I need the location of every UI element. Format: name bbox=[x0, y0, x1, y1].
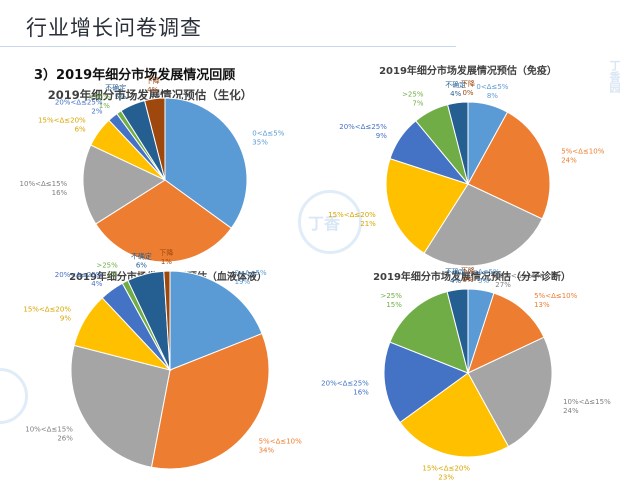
pie-slice-5-10 bbox=[467, 111, 551, 220]
slice-label-0-5: 0<Δ≤5% 35% bbox=[252, 130, 284, 147]
pie-slice-10-15 bbox=[70, 344, 171, 468]
pie-slice-5-10 bbox=[150, 332, 270, 470]
slice-label-15-20: 15%<Δ≤20% 21% bbox=[328, 211, 376, 228]
slice-label-gt25: >25% 1% bbox=[88, 93, 110, 110]
pie-slice-5-10 bbox=[95, 179, 233, 263]
pie-slice-10-15 bbox=[467, 336, 553, 448]
pie-slice-decline bbox=[144, 97, 166, 181]
pie-chart-2: 2019年细分市场发展情况预估（免疫） 0<Δ≤5% 8% 5%<Δ≤10% 24% 10… bbox=[328, 64, 605, 289]
watermark-ring bbox=[298, 190, 362, 254]
pie-slice-15-20 bbox=[385, 158, 469, 254]
slice-label-decline: 下降 0% bbox=[461, 266, 475, 284]
pie-slice-gt25 bbox=[389, 291, 469, 374]
slice-label-gt25: >25% 15% bbox=[380, 292, 402, 309]
pie-slice-0-5 bbox=[169, 270, 263, 371]
pie-slice-10-15 bbox=[82, 144, 167, 225]
chart-title: 2019年细分市场发展情况预估（生化） bbox=[48, 88, 253, 102]
slice-label-uncertain: 不确定 4% bbox=[445, 80, 466, 98]
pie-slice-20-25 bbox=[383, 341, 470, 424]
slice-label-5-10: 5%<Δ≤10% 24% bbox=[561, 148, 605, 165]
slice-label-15-20: 15%<Δ≤20% 9% bbox=[23, 306, 71, 323]
slice-label-20-25: 20%<Δ≤25% 16% bbox=[321, 380, 369, 397]
watermark-logo: 丁香 bbox=[308, 214, 341, 233]
pie-slice-10-15 bbox=[423, 183, 543, 267]
slice-label-0-5: 0<Δ≤5% 8% bbox=[476, 83, 508, 100]
pie-slice-uncertain bbox=[447, 101, 469, 185]
pie-slice-uncertain bbox=[446, 288, 469, 374]
pie-chart-4: 2019年细分市场发展情况预估（分子诊断）0<Δ≤5% 5% 5%<Δ≤10% 13%… bbox=[321, 266, 611, 480]
page-title: 行业增长问卷调查 bbox=[26, 16, 202, 40]
pie-slice-decline bbox=[163, 270, 171, 371]
slice-label-10-15: 10%<Δ≤15% 16% bbox=[20, 180, 68, 197]
slice-label-15-20: 15%<Δ≤20% 6% bbox=[38, 116, 86, 133]
slice-label-decline: 下降 1% bbox=[159, 248, 173, 266]
slice-label-uncertain: 不确定 4% bbox=[445, 267, 466, 285]
slice-label-20-25: 20%<Δ≤25% 4% bbox=[55, 271, 103, 288]
slice-label-20-25: 20%<Δ≤25% 2% bbox=[55, 99, 103, 116]
slice-label-5-10: 5%<Δ≤10% 13% bbox=[534, 292, 578, 309]
section-heading: 3）2019年细分市场发展情况回顾 bbox=[34, 68, 236, 83]
watermark-side-logo: 丁香园 bbox=[608, 60, 621, 93]
slice-label-5-10: 5%<Δ≤10% 34% bbox=[259, 437, 303, 454]
title-divider bbox=[0, 46, 456, 47]
chart-title: 2019年细分市场发展情况预估（免疫） bbox=[379, 64, 557, 77]
pie-chart-3: 2019年细分市场发展情况预估（血液体液）0<Δ≤5%19%5%<Δ≤10%34… bbox=[23, 248, 303, 470]
pie-slice-0-5 bbox=[164, 97, 248, 229]
slice-label-15-20: 15%<Δ≤20% 23% bbox=[422, 465, 470, 480]
slice-label-uncertain: 不确定 6% bbox=[131, 252, 152, 270]
pie-chart-1: 2019年细分市场发展情况预估（生化）0<Δ≤5%35%5%<Δ≤10%31%1… bbox=[20, 76, 285, 289]
slice-label-10-15: 10%<Δ≤15% 26% bbox=[25, 426, 73, 443]
slice-label-decline: 下降 0% bbox=[461, 79, 475, 97]
slice-label-0-5: 0<Δ≤5% 19% bbox=[235, 269, 267, 286]
slice-label-10-15: 10%<Δ≤15% 24% bbox=[563, 398, 611, 415]
pie-slice-15-20 bbox=[399, 372, 510, 458]
slice-label-uncertain: 不确定 5% bbox=[105, 83, 126, 101]
slice-label-10-15: 10%<Δ≤15% 27% bbox=[495, 272, 543, 289]
chart-title: 2019年细分市场发展情况预估（分子诊断） bbox=[373, 270, 571, 283]
slice-label-decline: 下降 4% bbox=[146, 76, 160, 94]
slice-label-20-25: 20%<Δ≤25% 9% bbox=[339, 123, 387, 140]
slice-label-gt25: >25% 1% bbox=[96, 262, 118, 279]
slice-label-gt25: >25% 7% bbox=[402, 91, 424, 108]
pie-slice-5-10 bbox=[467, 292, 545, 374]
slice-label-0-5: 0<Δ≤5% 5% bbox=[468, 268, 500, 285]
